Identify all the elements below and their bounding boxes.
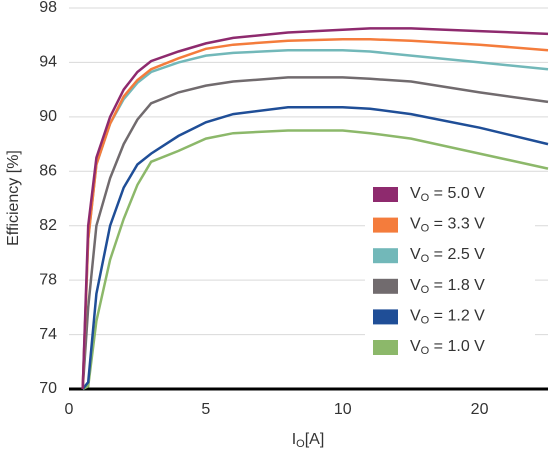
y-tick-label: 82 [39, 217, 57, 234]
legend-swatch [373, 340, 398, 355]
x-tick-label: 5 [201, 401, 210, 418]
x-tick-label: 20 [471, 401, 489, 418]
line [81, 76, 549, 390]
legend-swatch [373, 309, 398, 325]
y-tick-label: 98 [39, 0, 57, 16]
legend-label: VO = 1.2 V [410, 308, 485, 327]
line [82, 129, 549, 391]
legend-swatch [373, 278, 398, 294]
line [81, 38, 549, 390]
x-axis-label: IO[A] [292, 431, 325, 450]
legend-label: VO = 3.3 V [410, 216, 485, 235]
legend-swatch [373, 217, 398, 233]
y-tick-label: 70 [39, 380, 57, 397]
legend-label: VO = 1.8 V [410, 277, 485, 296]
x-tick-label: 10 [334, 401, 352, 418]
y-tick-label: 74 [39, 326, 57, 343]
line [81, 27, 549, 390]
legend-swatch [373, 248, 398, 264]
y-tick-label: 86 [39, 163, 57, 180]
line [81, 106, 549, 390]
legend-swatch [373, 187, 398, 202]
x-tick-label: 0 [65, 401, 74, 418]
y-tick-label: 94 [39, 54, 57, 71]
legend-label: VO = 1.0 V [410, 338, 485, 357]
legend-label: VO = 2.5 V [410, 246, 485, 265]
legend-background [365, 180, 535, 365]
legend-label: VO = 5.0 V [410, 185, 485, 204]
y-axis-label: Efficiency [%] [5, 150, 22, 246]
y-tick-label: 90 [39, 108, 57, 125]
y-tick-label: 78 [39, 271, 57, 288]
